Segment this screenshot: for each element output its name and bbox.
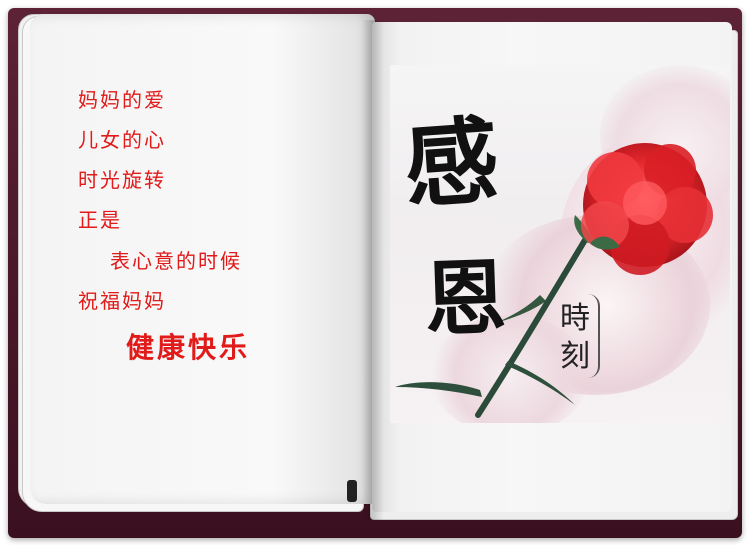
poem-line-3: 时光旋转 <box>78 168 166 192</box>
carnation-flower <box>395 143 713 418</box>
poem-line-1: 妈妈的爱 <box>78 88 166 112</box>
seal-character: 時 <box>560 301 590 336</box>
seal-text: 時 刻 <box>558 300 592 376</box>
calligraphy-character: 感 <box>400 105 503 223</box>
poem-line-7: 健康快乐 <box>126 331 251 364</box>
poem-line-2: 儿女的心 <box>78 128 166 152</box>
calligraphy-character: 恩 <box>422 249 508 349</box>
seal-character: 刻 <box>560 339 590 374</box>
poem-line-4: 正是 <box>78 208 122 232</box>
bookmark-ribbon <box>347 480 357 502</box>
book-spine <box>362 20 384 520</box>
poem-line-5: 表心意的时候 <box>110 249 242 273</box>
seal-bracket <box>556 294 600 378</box>
poem-line-6: 祝福妈妈 <box>78 289 166 313</box>
left-page <box>30 14 375 504</box>
